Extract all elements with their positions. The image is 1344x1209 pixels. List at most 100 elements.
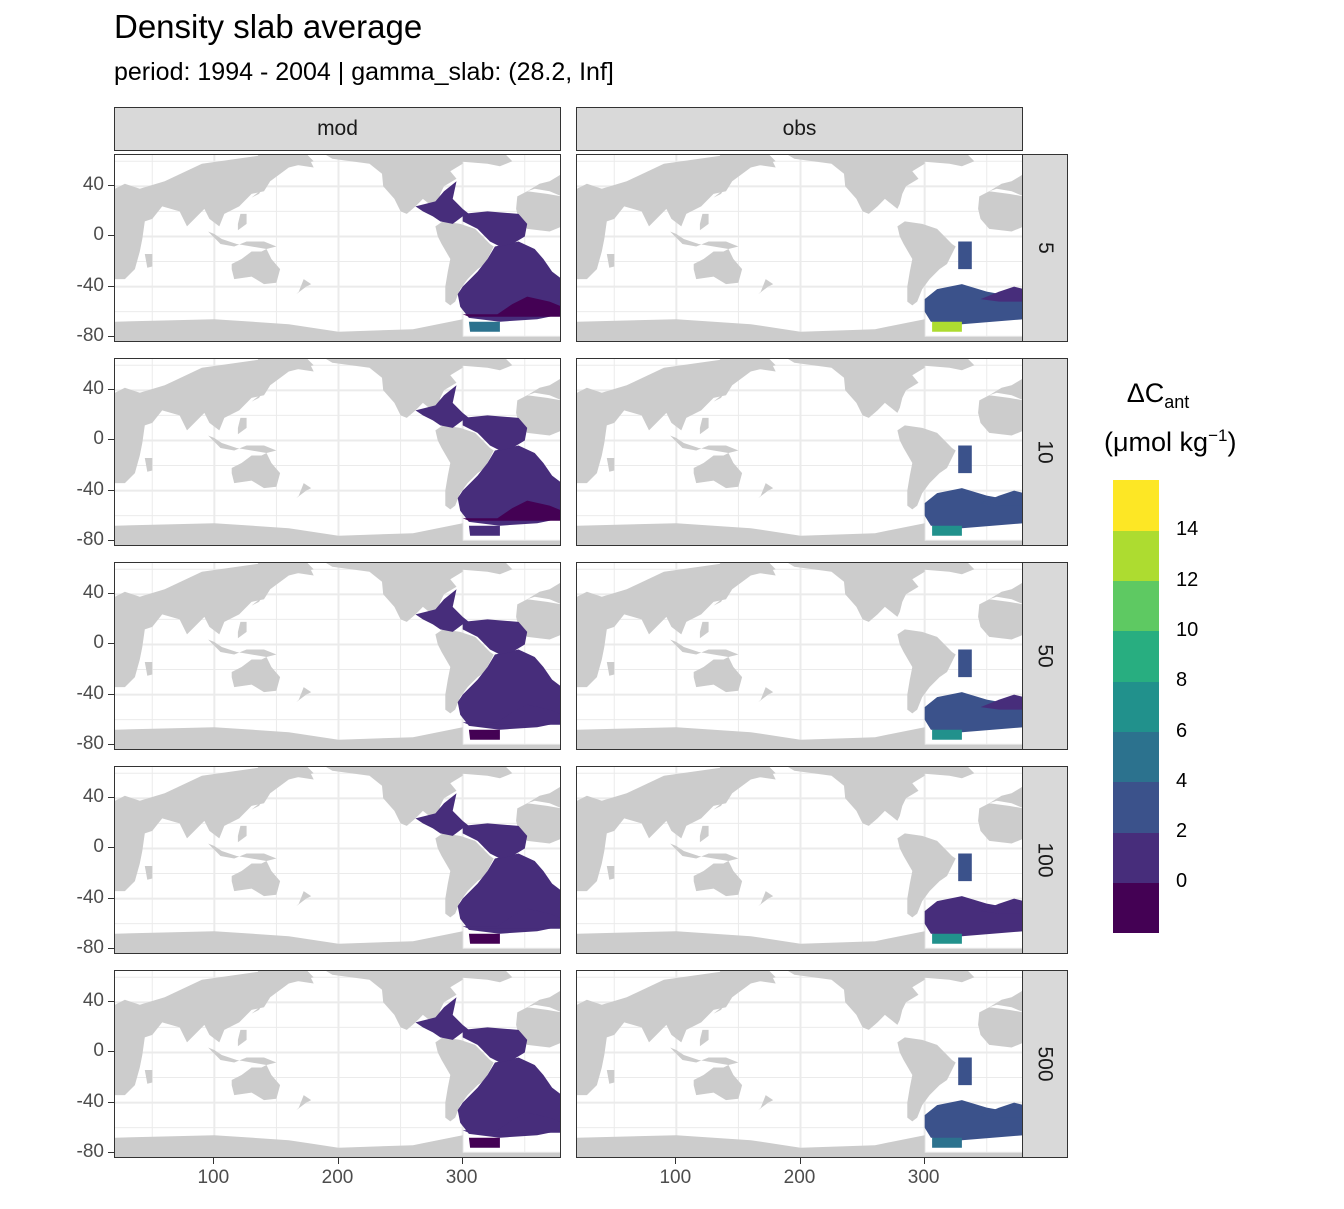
y-tick-mark xyxy=(108,1151,114,1153)
y-tick-label: -80 xyxy=(76,528,104,550)
land-mass xyxy=(699,825,709,843)
facet-row-label: 500 xyxy=(1033,1046,1057,1082)
cant-region-north xyxy=(415,589,469,632)
panel-obs-5 xyxy=(576,154,1023,342)
y-tick-mark xyxy=(108,947,114,949)
land-mass xyxy=(231,453,281,489)
land-mass xyxy=(257,971,314,984)
land-mass xyxy=(577,727,1022,749)
map-svg xyxy=(115,767,560,953)
land-mass xyxy=(918,359,975,371)
land-mass xyxy=(918,971,975,983)
land-mass xyxy=(758,483,774,499)
land-mass xyxy=(115,727,560,749)
land-mass xyxy=(435,425,494,510)
y-tick-label: -40 xyxy=(76,682,104,704)
legend-tick-label: 6 xyxy=(1176,719,1188,742)
land-mass xyxy=(456,563,513,575)
land-mass xyxy=(719,971,776,984)
colorbar-segment xyxy=(1113,530,1159,582)
land-mass xyxy=(237,825,247,843)
land-mass xyxy=(231,657,281,693)
y-tick-mark xyxy=(108,389,114,391)
x-tick-mark xyxy=(799,1158,801,1164)
facet-strip-row-100: 100 xyxy=(1022,766,1068,954)
land-mass xyxy=(897,425,956,510)
y-tick-label: 40 xyxy=(82,378,104,400)
panel-obs-50 xyxy=(576,562,1023,750)
cant-region-shelf xyxy=(932,525,962,536)
land-mass xyxy=(758,279,774,295)
x-tick-label: 300 xyxy=(907,1167,940,1188)
cant-region-rim xyxy=(468,729,500,740)
cant-region-deep xyxy=(462,908,560,929)
y-tick-label: -80 xyxy=(76,732,104,754)
land-mass xyxy=(788,563,925,622)
cant-region-deep xyxy=(462,704,560,725)
facet-strip-row-10: 10 xyxy=(1022,358,1068,546)
land-mass xyxy=(456,971,513,983)
x-tick-label: 100 xyxy=(659,1167,692,1188)
land-mass xyxy=(719,155,776,168)
land-mass xyxy=(231,1065,281,1101)
chart-title: Density slab average xyxy=(114,8,423,45)
y-tick-label: 0 xyxy=(93,836,104,858)
land-mass xyxy=(115,1135,560,1157)
land-mass xyxy=(516,1007,560,1048)
cant-region-edge xyxy=(980,490,1022,506)
land-mass xyxy=(115,971,314,1096)
land-mass xyxy=(693,453,743,489)
land-mass xyxy=(512,767,560,808)
x-tick-label: 100 xyxy=(197,1167,230,1188)
cant-region-shelf xyxy=(932,321,962,332)
cant-region-patch xyxy=(958,853,972,882)
cant-region-north xyxy=(415,385,469,428)
y-tick-label: -40 xyxy=(76,1090,104,1112)
land-mass xyxy=(918,767,975,779)
land-mass xyxy=(237,1029,247,1047)
land-mass xyxy=(699,213,709,231)
map-svg xyxy=(115,971,560,1157)
y-tick-mark xyxy=(108,643,114,645)
x-tick-mark xyxy=(461,1158,463,1164)
land-mass xyxy=(208,231,277,249)
y-tick-mark xyxy=(108,693,114,695)
land-mass xyxy=(237,213,247,231)
y-tick-label: 40 xyxy=(82,582,104,604)
land-mass xyxy=(296,279,312,295)
y-tick-mark xyxy=(108,797,114,799)
x-tick-label: 200 xyxy=(783,1167,816,1188)
land-mass xyxy=(788,971,925,1030)
y-tick-mark xyxy=(108,489,114,491)
land-mass xyxy=(693,657,743,693)
land-mass xyxy=(606,458,615,472)
land-mass xyxy=(326,971,463,1030)
x-tick-label: 300 xyxy=(445,1167,478,1188)
y-tick-label: -80 xyxy=(76,324,104,346)
land-mass xyxy=(978,599,1022,640)
cant-region-atlantic xyxy=(462,1027,528,1063)
land-mass xyxy=(208,843,277,861)
land-mass xyxy=(326,359,463,418)
land-mass xyxy=(693,249,743,285)
y-tick-mark xyxy=(108,235,114,237)
land-mass xyxy=(516,803,560,844)
facet-strip-mod: mod xyxy=(114,107,561,151)
y-tick-label: -40 xyxy=(76,478,104,500)
land-mass xyxy=(693,1065,743,1101)
legend-tick-label: 14 xyxy=(1176,518,1199,541)
map-svg xyxy=(115,359,560,545)
map-svg xyxy=(577,155,1022,341)
x-tick-mark xyxy=(337,1158,339,1164)
land-mass xyxy=(606,662,615,676)
land-mass xyxy=(719,563,776,576)
y-tick-label: -80 xyxy=(76,1140,104,1162)
land-mass xyxy=(974,359,1022,400)
legend-tick-label: 0 xyxy=(1176,870,1188,893)
land-mass xyxy=(577,1135,1022,1157)
panel-obs-10 xyxy=(576,358,1023,546)
land-mass xyxy=(512,359,560,400)
land-mass xyxy=(296,483,312,499)
y-tick-mark xyxy=(108,285,114,287)
y-tick-label: 40 xyxy=(82,990,104,1012)
